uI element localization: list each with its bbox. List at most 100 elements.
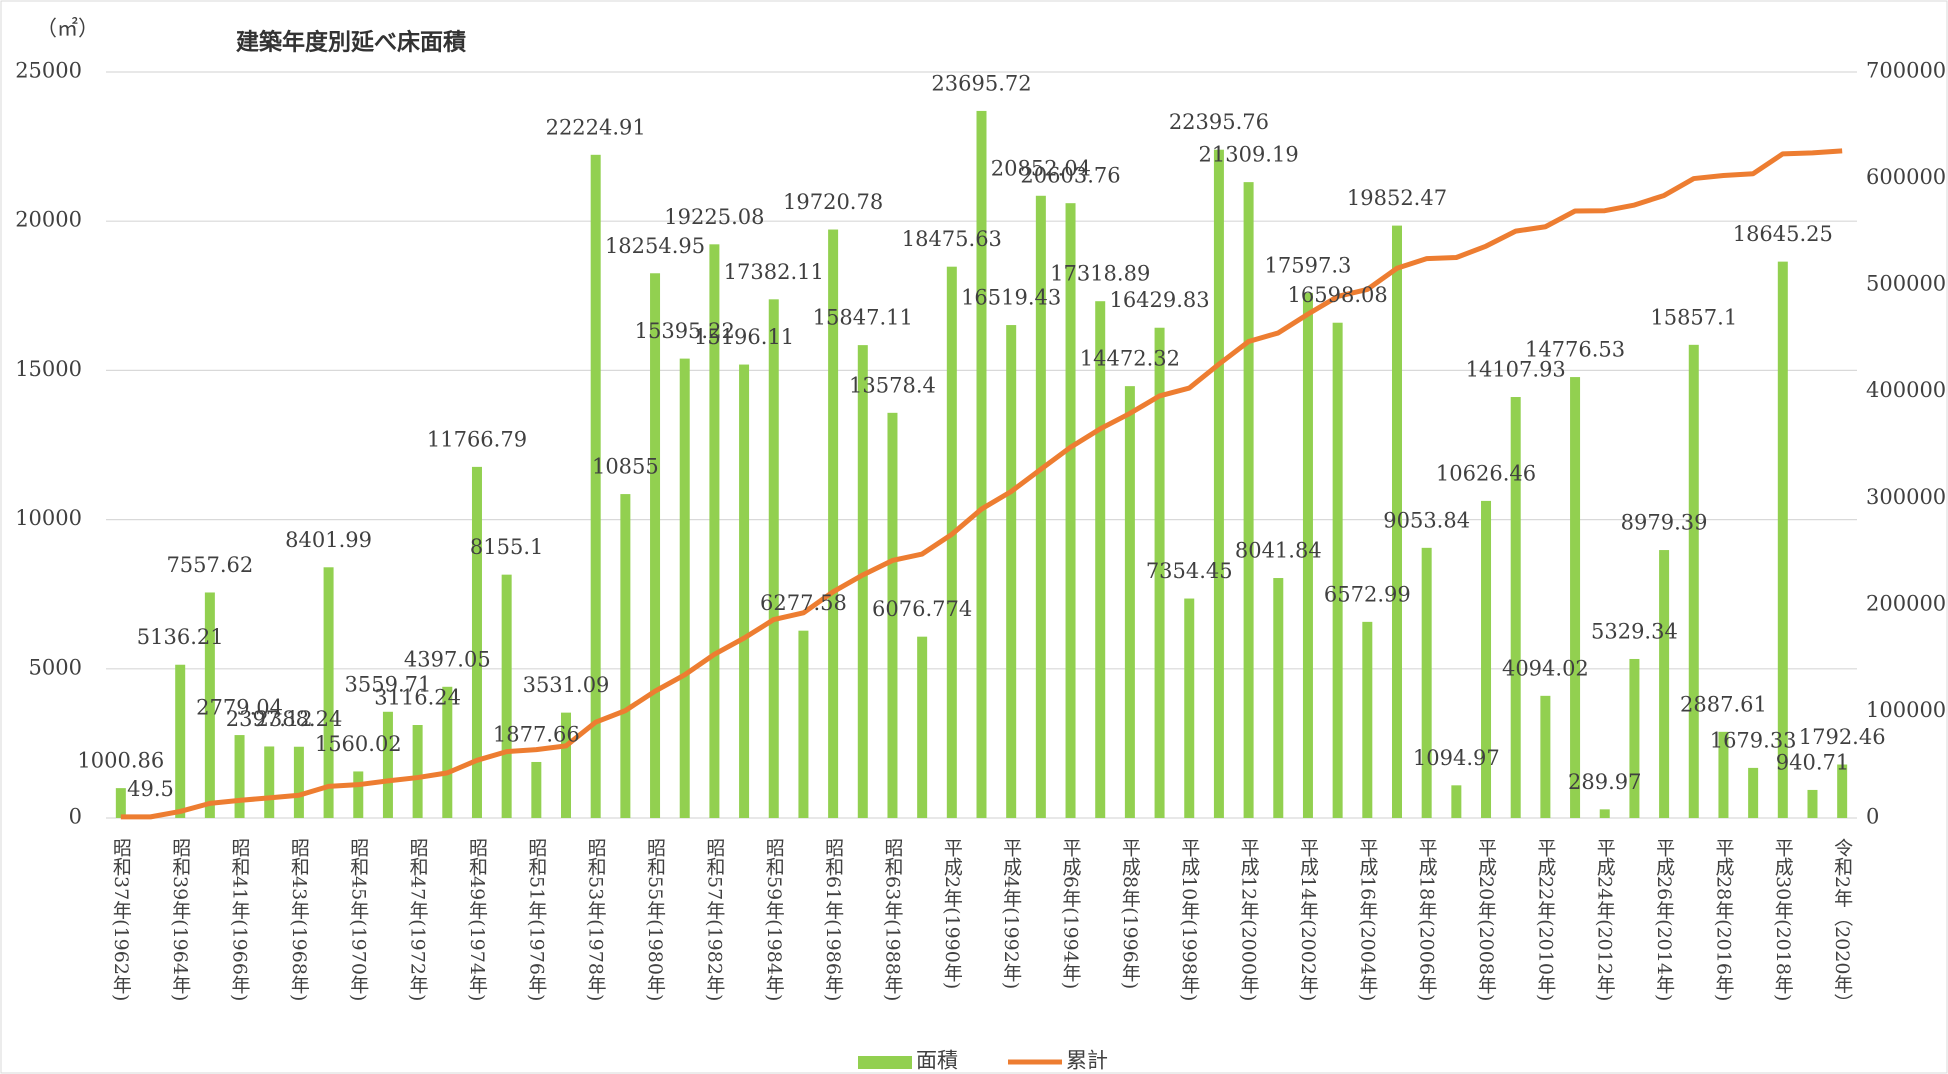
x-tick-label: 平成10年(1998年) xyxy=(1178,838,1200,1001)
bar xyxy=(1154,327,1165,818)
data-label: 8401.99 xyxy=(285,528,372,552)
data-label: 18475.63 xyxy=(902,227,1002,251)
y-tick-label: 10000 xyxy=(15,506,82,530)
bar xyxy=(1302,292,1313,818)
data-label: 1679.33 xyxy=(1710,728,1797,752)
data-label: 2779.04 xyxy=(196,696,283,720)
bar xyxy=(1481,500,1492,818)
data-label: 3116.24 xyxy=(374,686,461,710)
bar xyxy=(887,412,898,818)
bar xyxy=(976,110,987,818)
data-label: 17318.89 xyxy=(1050,262,1150,286)
x-tick-label: 平成2年(1990年) xyxy=(941,838,963,989)
x-tick-label: 昭和43年(1968年) xyxy=(288,838,310,1001)
data-label: 1560.02 xyxy=(315,732,402,756)
data-label: 14776.53 xyxy=(1525,338,1625,362)
data-label: 1792.46 xyxy=(1799,725,1886,749)
data-label: 940.71 xyxy=(1776,750,1849,774)
bar xyxy=(1124,386,1135,818)
data-label: 8041.84 xyxy=(1235,539,1322,563)
x-tick-label: 昭和45年(1970年) xyxy=(347,838,369,1001)
bar xyxy=(1540,695,1551,818)
x-tick-label: 昭和47年(1972年) xyxy=(407,838,429,1001)
data-label: 10855 xyxy=(592,455,659,479)
bar xyxy=(1837,764,1848,818)
data-label: 6572.99 xyxy=(1324,582,1411,606)
data-label: 9053.84 xyxy=(1383,508,1470,532)
y2-tick-label: 600000 xyxy=(1866,165,1946,189)
x-tick-label: 平成12年(2000年) xyxy=(1238,838,1260,1001)
bar xyxy=(1243,182,1254,818)
bar xyxy=(1629,658,1640,818)
y2-tick-label: 100000 xyxy=(1866,698,1946,722)
data-label: 19852.47 xyxy=(1347,186,1447,210)
x-tick-label: 平成14年(2002年) xyxy=(1297,838,1319,1001)
x-tick-label: 平成8年(1996年) xyxy=(1119,838,1141,989)
bar xyxy=(857,345,868,818)
bar xyxy=(264,746,275,818)
data-label: 15857.1 xyxy=(1650,305,1737,329)
x-tick-label: 令和2年（2020年） xyxy=(1831,838,1853,1013)
legend-swatch xyxy=(858,1056,912,1069)
bar xyxy=(679,358,690,818)
bar xyxy=(1273,578,1284,818)
y-tick-label: 15000 xyxy=(15,357,82,381)
x-tick-label: 昭和37年(1962年) xyxy=(110,838,132,1001)
data-label: 16598.08 xyxy=(1288,283,1388,307)
x-tick-label: 平成20年(2008年) xyxy=(1475,838,1497,1001)
bar xyxy=(234,735,245,818)
bar xyxy=(471,466,482,818)
bar xyxy=(1065,203,1076,818)
data-label: 2887.61 xyxy=(1680,692,1767,716)
bar xyxy=(768,299,779,818)
x-tick-label: 平成4年(1992年) xyxy=(1000,838,1022,989)
data-label: 5136.21 xyxy=(137,625,224,649)
bar xyxy=(1807,789,1818,818)
data-label: 14107.93 xyxy=(1466,358,1566,382)
x-tick-label: 昭和53年(1978年) xyxy=(585,838,607,1001)
y2-tick-label: 300000 xyxy=(1866,485,1946,509)
data-label: 11766.79 xyxy=(427,427,527,451)
bar xyxy=(561,712,572,818)
x-tick-label: 平成24年(2012年) xyxy=(1594,838,1616,1001)
y2-tick-label: 200000 xyxy=(1866,591,1946,615)
y-tick-label: 25000 xyxy=(15,59,82,83)
bar xyxy=(1659,550,1670,818)
data-label: 17382.11 xyxy=(724,260,824,284)
bar xyxy=(1451,785,1462,818)
x-tick-label: 平成18年(2006年) xyxy=(1416,838,1438,1001)
bar xyxy=(1688,344,1699,818)
data-label: 8979.39 xyxy=(1621,511,1708,535)
chart-title: 建築年度別延べ床面積 xyxy=(236,29,467,56)
x-tick-label: 平成16年(2004年) xyxy=(1356,838,1378,1001)
x-tick-label: 昭和61年(1986年) xyxy=(822,838,844,1001)
bar xyxy=(1332,322,1343,818)
bar xyxy=(1748,767,1759,818)
bar xyxy=(1777,261,1788,818)
bar xyxy=(412,725,423,818)
data-label: 18254.95 xyxy=(605,234,705,258)
data-label: 20603.76 xyxy=(1020,164,1120,188)
data-label: 3531.09 xyxy=(523,673,610,697)
x-tick-label: 平成28年(2016年) xyxy=(1712,838,1734,1001)
y2-tick-label: 500000 xyxy=(1866,272,1946,296)
data-label: 13578.4 xyxy=(849,373,936,397)
bar xyxy=(323,567,334,818)
bar xyxy=(1421,547,1432,818)
bar xyxy=(1510,397,1521,818)
data-label: 5329.34 xyxy=(1591,619,1678,643)
bar xyxy=(442,686,453,818)
bar xyxy=(115,788,126,818)
bar xyxy=(1391,225,1402,818)
y-tick-label: 5000 xyxy=(29,655,82,679)
data-label: 10626.46 xyxy=(1436,461,1536,485)
data-label: 6076.774 xyxy=(872,597,972,621)
bar xyxy=(1213,149,1224,819)
data-label: 15395.22 xyxy=(635,319,735,343)
x-tick-label: 昭和41年(1966年) xyxy=(229,838,251,1001)
data-label: 19225.08 xyxy=(664,205,764,229)
bar xyxy=(1362,621,1373,818)
bar xyxy=(204,592,215,818)
